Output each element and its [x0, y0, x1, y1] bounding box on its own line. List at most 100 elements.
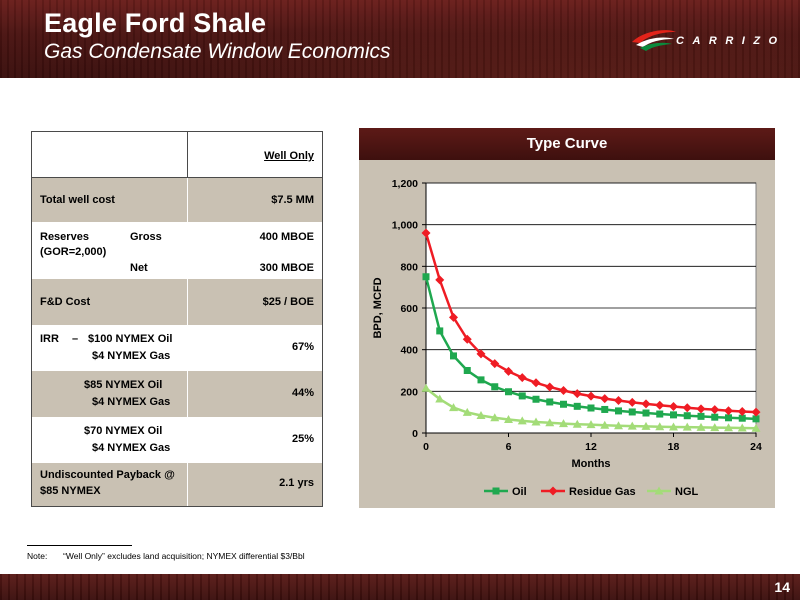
- table-row: IRR – $100 NYMEX Oil $4 NYMEX Gas 67%: [32, 325, 322, 371]
- legend-marker-oil: [492, 487, 500, 495]
- residue-gas-data-point: [600, 394, 610, 404]
- row-line-1: Undiscounted Payback @: [40, 469, 175, 481]
- residue-gas-data-point: [627, 397, 637, 407]
- chart-title-band: [359, 128, 775, 160]
- oil-data-point: [683, 412, 691, 420]
- residue-gas-data-point: [421, 228, 431, 238]
- ngl-data-point: [696, 422, 706, 431]
- ngl-data-point: [435, 394, 445, 403]
- ngl-data-point: [641, 421, 651, 430]
- note-rule: [27, 545, 132, 546]
- ngl-data-point: [517, 416, 527, 425]
- ngl-data-point: [504, 414, 513, 423]
- row-value: 44%: [291, 387, 314, 399]
- page-number: 14: [774, 579, 790, 595]
- row-sub-gross: Gross: [130, 231, 162, 243]
- row-label: IRR: [40, 333, 59, 345]
- oil-data-point: [711, 413, 719, 421]
- table-row: Total well cost $7.5 MM: [32, 178, 322, 222]
- row-line-2: $4 NYMEX Gas: [92, 442, 171, 454]
- residue-gas-data-point: [545, 382, 555, 392]
- y-tick-label: 1,200: [392, 178, 418, 190]
- ngl-data-point: [751, 423, 761, 432]
- oil-data-point: [697, 412, 705, 420]
- y-tick-label: 600: [400, 303, 418, 315]
- row-value: 25%: [291, 433, 314, 445]
- row-value: $7.5 MM: [271, 194, 314, 206]
- oil-data-point: [615, 407, 622, 415]
- residue-gas-data-point: [751, 407, 761, 417]
- oil-data-point: [450, 352, 457, 360]
- ngl-data-point: [559, 419, 568, 428]
- residue-gas-data-point: [435, 275, 445, 285]
- legend-label-oil: Oil: [512, 486, 527, 498]
- y-tick-label: 200: [400, 386, 418, 398]
- ngl-data-point: [627, 421, 637, 430]
- row-line-2: $85 NYMEX: [40, 485, 101, 497]
- row-sub-net: Net: [130, 262, 148, 274]
- oil-data-point: [532, 395, 540, 403]
- ngl-data-point: [531, 417, 541, 426]
- x-tick-label: 24: [750, 441, 762, 453]
- ngl-data-point: [724, 423, 733, 432]
- footnote: Note: “Well Only” excludes land acquisiti…: [27, 551, 305, 561]
- residue-gas-data-point: [449, 312, 458, 322]
- oil-data-point: [573, 402, 581, 410]
- legend-label-ngl: NGL: [675, 486, 699, 498]
- logo-text: CARRIZO: [676, 35, 786, 47]
- residue-gas-data-point: [737, 407, 747, 417]
- ngl-data-point: [737, 423, 747, 432]
- residue-gas-data-point: [682, 403, 692, 413]
- oil-data-point: [642, 409, 650, 417]
- residue-gas-data-point: [462, 334, 472, 344]
- column-header-well-only: Well Only: [264, 150, 314, 162]
- row-label: F&D Cost: [40, 296, 91, 308]
- x-tick-label: 0: [423, 441, 429, 453]
- residue-gas-data-point: [641, 399, 651, 409]
- oil-data-point: [738, 414, 746, 422]
- oil-data-point: [546, 398, 554, 406]
- residue-gas-data-point: [572, 389, 582, 399]
- row-line-1: $70 NYMEX Oil: [84, 425, 163, 437]
- y-axis-label: BPD, MCFD: [372, 277, 384, 338]
- oil-data-point: [725, 414, 732, 422]
- ngl-data-point: [476, 411, 486, 419]
- oil-data-point: [422, 273, 430, 281]
- residue-gas-data-point: [696, 404, 706, 414]
- oil-data-point: [670, 411, 677, 419]
- residue-gas-data-point: [669, 402, 678, 412]
- economics-table: Well Only Total well cost $7.5 MM Reserv…: [31, 131, 323, 507]
- oil-data-point: [477, 376, 485, 384]
- ngl-data-point: [710, 423, 720, 432]
- residue-gas-data-point: [710, 405, 720, 415]
- table-row: F&D Cost $25 / BOE: [32, 279, 322, 325]
- row-line-2: $4 NYMEX Gas: [92, 396, 171, 408]
- oil-data-point: [463, 367, 471, 374]
- ngl-data-point: [572, 419, 582, 428]
- row-label: Reserves: [40, 231, 89, 243]
- table-header-row: Well Only: [32, 132, 322, 178]
- oil-data-point: [491, 383, 499, 391]
- x-tick-label: 6: [506, 441, 512, 453]
- residue-gas-data-point: [724, 406, 733, 416]
- row-line-2: $4 NYMEX Gas: [92, 350, 171, 362]
- residue-gas-data-point: [476, 349, 486, 359]
- header-band: Eagle Ford Shale Gas Condensate Window E…: [0, 0, 800, 78]
- residue-gas-data-point: [614, 396, 623, 405]
- table-row: Reserves Gross (GOR=2,000) Net 400 MBOE …: [32, 222, 322, 279]
- x-tick-label: 18: [668, 441, 680, 453]
- ngl-data-point: [462, 407, 472, 416]
- row-label-2: (GOR=2,000): [40, 246, 107, 258]
- row-value: $25 / BOE: [262, 296, 314, 308]
- type-curve-chart: 0 200 400 600 800 1,000 1,200 0 6 12 18 24 Months BPD…: [372, 178, 762, 498]
- row-value-gross: 400 MBOE: [259, 231, 314, 243]
- oil-data-point: [518, 392, 526, 400]
- row-line-1: $85 NYMEX Oil: [84, 379, 163, 391]
- legend-marker-ngl: [654, 486, 664, 495]
- row-line-1: $100 NYMEX Oil: [88, 333, 173, 345]
- oil-data-point: [628, 408, 636, 416]
- page-subtitle: Gas Condensate Window Economics: [44, 40, 391, 63]
- ngl-data-point: [682, 422, 692, 431]
- row-value: 67%: [291, 341, 314, 353]
- type-curve-panel: Type Curve 0 200 400 600 800 1,000 1,200 0 6 12 18…: [359, 128, 775, 508]
